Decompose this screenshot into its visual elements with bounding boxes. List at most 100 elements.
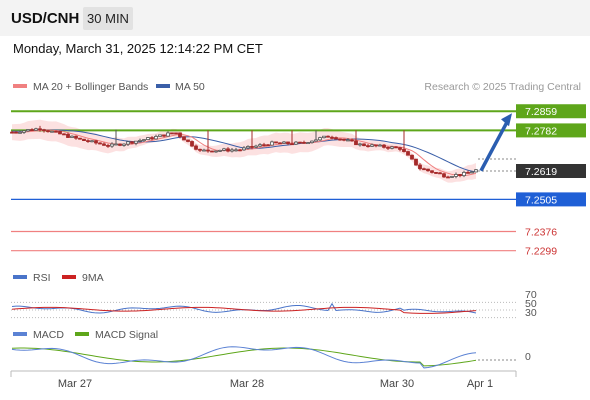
- candle: [98, 142, 102, 145]
- candle-body: [102, 143, 106, 146]
- candle-body: [454, 174, 458, 177]
- ma20-legend-swatch: [13, 84, 27, 88]
- candle: [82, 138, 86, 142]
- candle: [454, 172, 458, 179]
- candle-body: [150, 137, 154, 140]
- rsi-ma-legend-swatch: [62, 275, 76, 279]
- candle-body: [442, 173, 446, 178]
- timeframe-button[interactable]: 30 MIN: [83, 7, 133, 30]
- candle-body: [310, 140, 314, 144]
- candle: [166, 131, 170, 137]
- candle: [342, 138, 346, 142]
- candle: [422, 167, 426, 171]
- candle: [222, 147, 226, 152]
- candle: [378, 143, 382, 147]
- candle-body: [402, 149, 406, 152]
- candle: [394, 146, 398, 149]
- candle-body: [262, 144, 266, 147]
- candle-body: [430, 170, 434, 173]
- candle-body: [338, 138, 342, 141]
- candle-body: [386, 146, 390, 149]
- candle: [262, 142, 266, 147]
- candle-body: [322, 135, 326, 139]
- candle: [338, 138, 342, 141]
- candle: [94, 139, 98, 145]
- candle: [390, 145, 394, 150]
- rsi-ma-legend-label: 9MA: [82, 272, 104, 284]
- candle: [270, 140, 274, 146]
- price-levels: 7.2859 7.2782 7.2619 7.2505 7.2376 7.2299: [11, 104, 586, 258]
- candle-body: [174, 132, 178, 135]
- candle-body: [34, 128, 38, 131]
- candle-body: [426, 168, 430, 172]
- candle: [42, 128, 46, 133]
- bollinger-bands: [12, 119, 476, 183]
- rsi-level-30: 30: [525, 307, 537, 319]
- ma20-legend-label: MA 20 + Bollinger Bands: [33, 81, 148, 93]
- candle-body: [330, 136, 334, 139]
- candle: [350, 138, 354, 142]
- candle-body: [258, 144, 262, 147]
- candle: [234, 147, 238, 152]
- candle: [414, 158, 418, 166]
- candle-body: [294, 141, 298, 145]
- candle: [74, 135, 78, 140]
- candle: [210, 150, 214, 153]
- candle-body: [326, 135, 330, 138]
- price-level-label: 7.2299: [525, 246, 557, 258]
- candle: [314, 130, 318, 142]
- candle-body: [302, 141, 306, 144]
- candle-body: [230, 149, 234, 152]
- candle: [126, 141, 130, 146]
- candle: [462, 170, 466, 178]
- candle: [50, 130, 54, 133]
- candle-body: [378, 144, 382, 147]
- candle-body: [158, 134, 162, 137]
- candle-body: [118, 143, 122, 146]
- candle: [426, 168, 430, 172]
- candle-body: [218, 149, 222, 152]
- candle: [266, 144, 270, 147]
- candle: [318, 136, 322, 141]
- candle: [30, 128, 34, 131]
- price-level-badge: [516, 104, 586, 119]
- candle: [362, 143, 366, 147]
- candle: [170, 132, 174, 135]
- macd-signal-legend-label: MACD Signal: [95, 329, 158, 341]
- candle-body: [226, 148, 230, 152]
- candle-body: [82, 138, 86, 142]
- candle: [86, 139, 90, 143]
- candle: [202, 148, 206, 152]
- candle: [66, 132, 70, 138]
- projection-arrow-shaft: [479, 119, 510, 172]
- candle: [410, 154, 414, 160]
- candle: [22, 130, 26, 134]
- candle-body: [446, 176, 450, 179]
- candle: [330, 135, 334, 140]
- candle: [146, 137, 150, 140]
- candle-body: [10, 131, 14, 134]
- candle: [142, 139, 146, 142]
- candle: [118, 143, 122, 147]
- candle-body: [142, 139, 146, 141]
- candle: [182, 136, 186, 141]
- candle: [322, 135, 326, 139]
- candle-body: [114, 143, 118, 146]
- x-tick-label: Mar 28: [230, 378, 264, 390]
- price-level-badge: [516, 192, 586, 207]
- candle-body: [30, 129, 34, 131]
- macd-panel: [11, 346, 516, 369]
- candle: [10, 131, 14, 134]
- ma50-legend-label: MA 50: [175, 81, 205, 93]
- price-level-label: 7.2619: [525, 166, 557, 178]
- candle-body: [298, 141, 302, 144]
- candle-body: [170, 132, 174, 135]
- candle-body: [14, 131, 18, 134]
- rsi-level-50: 50: [525, 298, 537, 310]
- ma50-legend-swatch: [156, 84, 170, 88]
- candle-body: [362, 143, 366, 147]
- candle-body: [382, 144, 386, 148]
- candle-body: [422, 168, 426, 171]
- chart-datetime: Monday, March 31, 2025 12:14:22 PM CET: [13, 41, 263, 56]
- candle-body: [90, 140, 94, 143]
